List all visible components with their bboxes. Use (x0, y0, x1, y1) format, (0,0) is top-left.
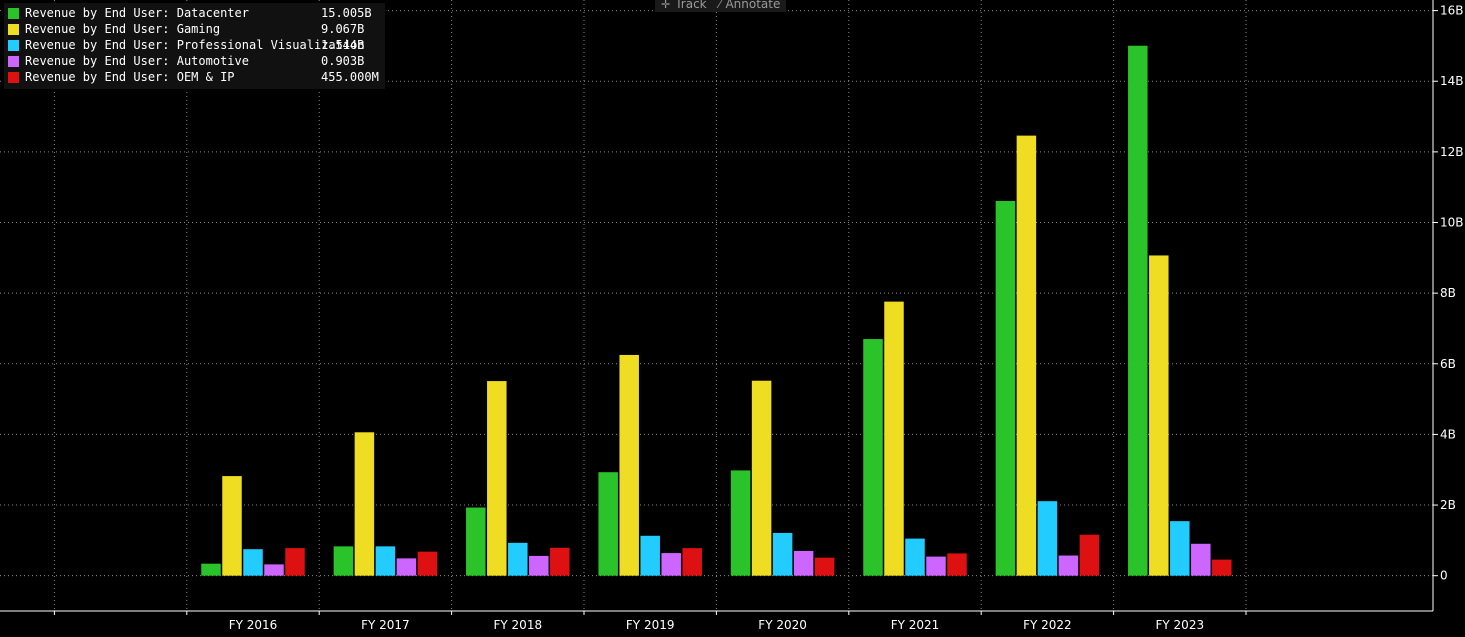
bar[interactable] (730, 470, 751, 576)
bar[interactable] (1079, 534, 1100, 576)
annotate-button[interactable]: ⁄ Annotate (719, 0, 781, 11)
x-tick-label: FY 2022 (1023, 618, 1072, 632)
bar[interactable] (1058, 555, 1079, 576)
x-tick-label: FY 2017 (361, 618, 410, 632)
legend-value: 15.005B (321, 6, 372, 20)
bar[interactable] (354, 432, 375, 576)
track-label: Track (675, 0, 707, 11)
legend-item-datacenter[interactable]: Revenue by End User: Datacenter 15.005B (8, 5, 379, 21)
legend-item-oem-ip[interactable]: Revenue by End User: OEM & IP 455.000M (8, 69, 379, 85)
legend-label: Revenue by End User: Datacenter (25, 6, 249, 20)
bar[interactable] (264, 564, 284, 576)
bar[interactable] (682, 548, 702, 576)
bar[interactable] (1128, 45, 1148, 576)
bar[interactable] (619, 354, 639, 576)
legend-label: Revenue by End User: OEM & IP (25, 70, 235, 84)
bar[interactable] (905, 538, 925, 576)
bar[interactable] (598, 472, 618, 576)
legend-swatch (8, 71, 19, 83)
bar[interactable] (1149, 255, 1169, 576)
bar[interactable] (333, 546, 354, 576)
x-tick-label: FY 2021 (891, 618, 940, 632)
y-tick-label: 2B (1440, 498, 1456, 512)
legend-label: Revenue by End User: Automotive (25, 54, 249, 68)
bar[interactable] (1212, 559, 1232, 576)
legend-swatch (8, 55, 19, 67)
legend-value: 1.544B (321, 38, 365, 52)
bar[interactable] (814, 557, 835, 576)
legend-item-gaming[interactable]: Revenue by End User: Gaming 9.067B (8, 21, 379, 37)
bar[interactable] (863, 339, 883, 576)
legend-label: Revenue by End User: Professional Visual… (25, 38, 365, 52)
legend-swatch (8, 23, 19, 35)
bar[interactable] (772, 532, 793, 576)
legend-item-automotive[interactable]: Revenue by End User: Automotive 0.903B (8, 53, 379, 69)
y-tick-label: 6B (1440, 357, 1456, 371)
y-tick-label: 14B (1440, 74, 1464, 88)
bar[interactable] (487, 381, 507, 576)
bar[interactable] (222, 476, 242, 576)
chart-toolbar: ✛ Track ⁄ Annotate (655, 0, 787, 12)
legend-swatch (8, 39, 19, 51)
bar[interactable] (201, 563, 221, 576)
bar[interactable] (661, 553, 681, 576)
track-button[interactable]: ✛ Track (661, 0, 707, 11)
pencil-icon: ⁄ (718, 0, 721, 11)
bar[interactable] (995, 200, 1016, 576)
bar[interactable] (550, 547, 570, 576)
legend: Revenue by End User: Datacenter 15.005B … (4, 3, 385, 89)
x-tick-label: FY 2020 (758, 618, 807, 632)
legend-value: 455.000M (321, 70, 379, 84)
bar[interactable] (508, 542, 528, 576)
bar[interactable] (947, 553, 967, 576)
x-tick-label: FY 2016 (229, 618, 278, 632)
bar[interactable] (1170, 521, 1190, 576)
bar[interactable] (640, 535, 660, 576)
bar[interactable] (285, 548, 305, 576)
x-tick-label: FY 2023 (1156, 618, 1205, 632)
bar[interactable] (243, 549, 263, 576)
legend-swatch (8, 7, 19, 19)
y-tick-label: 4B (1440, 427, 1456, 441)
bar[interactable] (793, 550, 814, 576)
bar[interactable] (1037, 501, 1058, 576)
bar[interactable] (375, 546, 396, 576)
bar[interactable] (529, 555, 549, 576)
grid-lines (0, 0, 1433, 611)
bar[interactable] (396, 558, 417, 576)
bar[interactable] (926, 556, 946, 576)
x-tick-label: FY 2018 (494, 618, 543, 632)
y-tick-label: 12B (1440, 145, 1464, 159)
y-tick-label: 10B (1440, 216, 1464, 230)
bar[interactable] (1016, 135, 1037, 576)
y-tick-label: 0 (1440, 569, 1448, 583)
bars (201, 45, 1232, 576)
y-tick-label: 8B (1440, 286, 1456, 300)
bar[interactable] (1191, 543, 1211, 576)
legend-item-professional-visualization[interactable]: Revenue by End User: Professional Visual… (8, 37, 379, 53)
annotate-label: Annotate (725, 0, 781, 11)
bar[interactable] (884, 301, 904, 576)
crosshair-icon: ✛ (661, 0, 671, 11)
x-tick-label: FY 2019 (626, 618, 675, 632)
bar[interactable] (751, 380, 772, 576)
legend-value: 0.903B (321, 54, 365, 68)
y-tick-label: 16B (1440, 4, 1464, 18)
bar[interactable] (466, 507, 486, 576)
legend-value: 9.067B (321, 22, 365, 36)
bar[interactable] (417, 551, 438, 576)
legend-label: Revenue by End User: Gaming (25, 22, 221, 36)
